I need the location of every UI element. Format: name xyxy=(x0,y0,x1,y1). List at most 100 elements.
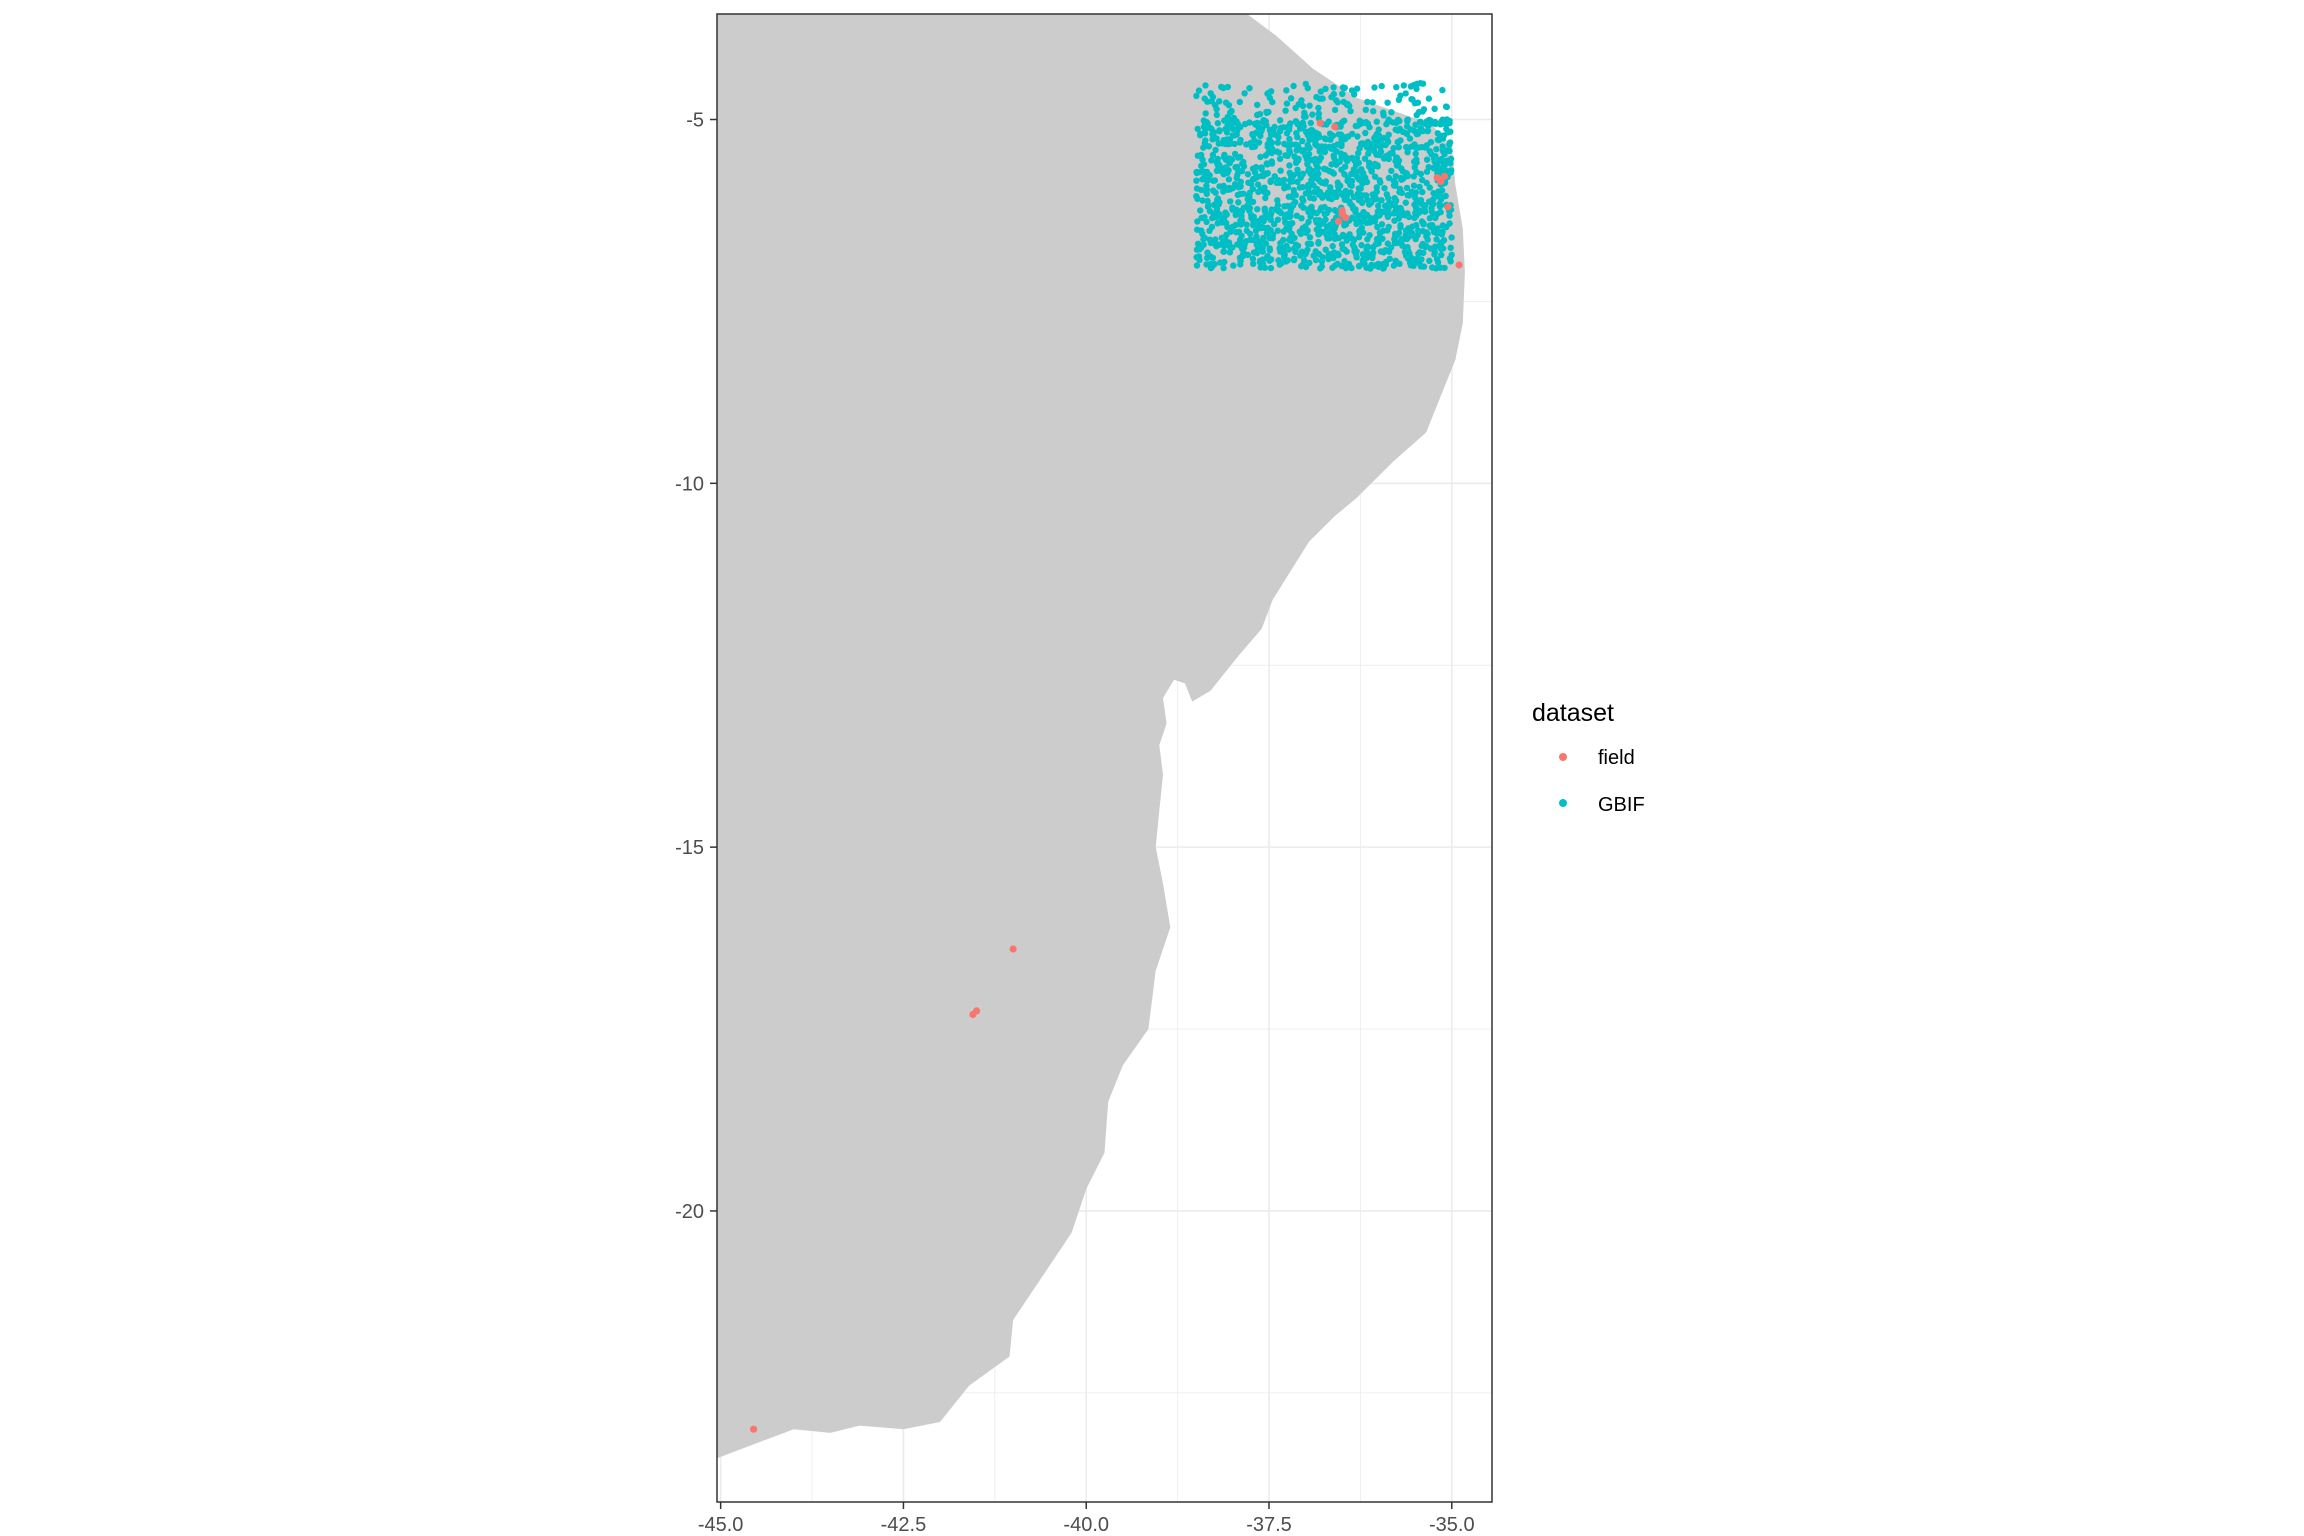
gbif-point xyxy=(1441,151,1448,158)
gbif-point xyxy=(1385,194,1392,202)
gbif-point xyxy=(1206,227,1213,234)
gbif-point xyxy=(1306,102,1313,109)
gbif-point xyxy=(1221,258,1228,266)
gbif-point xyxy=(1375,202,1382,209)
gbif-point xyxy=(1385,206,1392,213)
field-point xyxy=(1009,945,1017,953)
gbif-point xyxy=(1388,109,1395,116)
gbif-point xyxy=(1433,236,1440,243)
gbif-point xyxy=(1274,216,1282,223)
gbif-point xyxy=(1318,258,1326,265)
gbif-point xyxy=(1204,249,1211,256)
gbif-point xyxy=(1443,125,1450,133)
gbif-point xyxy=(1304,240,1312,247)
gbif-point xyxy=(1375,132,1383,139)
gbif-point xyxy=(1309,207,1316,215)
gbif-point xyxy=(1285,246,1292,253)
gbif-point xyxy=(1254,111,1261,119)
gbif-point xyxy=(1357,197,1364,204)
gbif-point xyxy=(1431,105,1438,113)
gbif-point xyxy=(1208,98,1215,105)
gbif-point xyxy=(1358,168,1365,175)
gbif-point xyxy=(1274,201,1282,209)
gbif-point xyxy=(1436,203,1444,210)
gbif-point xyxy=(1326,168,1333,175)
gbif-point xyxy=(1283,87,1290,94)
gbif-point xyxy=(1220,182,1227,189)
gbif-point xyxy=(1255,139,1263,146)
gbif-point xyxy=(1273,148,1281,155)
gbif-point xyxy=(1223,211,1230,218)
gbif-point xyxy=(1362,129,1369,137)
gbif-point xyxy=(1355,234,1363,241)
gbif-point xyxy=(1408,229,1416,236)
gbif-point xyxy=(1268,139,1276,146)
gbif-point xyxy=(1384,118,1392,125)
gbif-point xyxy=(1306,259,1313,267)
gbif-point xyxy=(1220,153,1228,161)
gbif-point xyxy=(1236,98,1244,106)
gbif-point xyxy=(1381,185,1388,192)
gbif-point xyxy=(1214,162,1222,169)
gbif-point xyxy=(1264,143,1271,151)
gbif-point xyxy=(1277,167,1284,174)
gbif-point xyxy=(1384,212,1391,219)
gbif-point xyxy=(1333,251,1341,259)
gbif-point xyxy=(1216,127,1223,134)
y-tick-label: -5 xyxy=(686,110,704,132)
gbif-point xyxy=(1350,193,1358,201)
gbif-point xyxy=(1377,248,1385,255)
gbif-point xyxy=(1251,137,1258,144)
gbif-point xyxy=(1205,143,1213,150)
gbif-point xyxy=(1404,149,1411,156)
gbif-point xyxy=(1413,111,1420,119)
gbif-point xyxy=(1426,184,1434,191)
gbif-point xyxy=(1201,234,1209,242)
gbif-point xyxy=(1446,220,1453,227)
gbif-point xyxy=(1289,178,1296,185)
gbif-point xyxy=(1293,212,1301,219)
gbif-point xyxy=(1282,152,1289,159)
gbif-point xyxy=(1402,199,1410,206)
gbif-point xyxy=(1250,222,1257,229)
gbif-point xyxy=(1230,262,1237,269)
gbif-point xyxy=(1385,151,1392,159)
gbif-point xyxy=(1411,100,1419,107)
gbif-point xyxy=(1413,156,1420,163)
gbif-point xyxy=(1339,90,1346,98)
gbif-point xyxy=(1432,120,1439,128)
gbif-point xyxy=(1284,183,1292,191)
gbif-point xyxy=(1312,159,1320,167)
field-point xyxy=(1316,119,1324,127)
gbif-point xyxy=(1254,173,1261,180)
gbif-point xyxy=(1325,194,1333,202)
gbif-point xyxy=(1266,257,1273,264)
gbif-point xyxy=(1193,254,1200,261)
land-polygon xyxy=(717,14,1465,1459)
gbif-point xyxy=(1206,236,1214,243)
gbif-point xyxy=(1396,185,1404,193)
gbif-point xyxy=(1281,140,1288,148)
gbif-point xyxy=(1392,197,1400,204)
gbif-point xyxy=(1283,100,1291,107)
gbif-point xyxy=(1371,84,1378,91)
gbif-point xyxy=(1210,210,1217,217)
gbif-point xyxy=(1197,207,1204,214)
gbif-point xyxy=(1277,248,1284,255)
gbif-point xyxy=(1330,84,1337,91)
gbif-point xyxy=(1281,215,1289,222)
gbif-point xyxy=(1411,164,1418,171)
gbif-point xyxy=(1276,155,1284,163)
gbif-point xyxy=(1419,188,1426,196)
gbif-point xyxy=(1415,207,1422,215)
gbif-point xyxy=(1424,127,1431,135)
gbif-point xyxy=(1306,128,1313,135)
gbif-point xyxy=(1423,156,1431,163)
gbif-point xyxy=(1196,169,1204,176)
gbif-point xyxy=(1200,117,1208,124)
gbif-point xyxy=(1391,236,1398,243)
gbif-point xyxy=(1429,200,1437,208)
gbif-point xyxy=(1253,233,1260,240)
gbif-point xyxy=(1376,234,1383,241)
gbif-point xyxy=(1246,204,1254,212)
